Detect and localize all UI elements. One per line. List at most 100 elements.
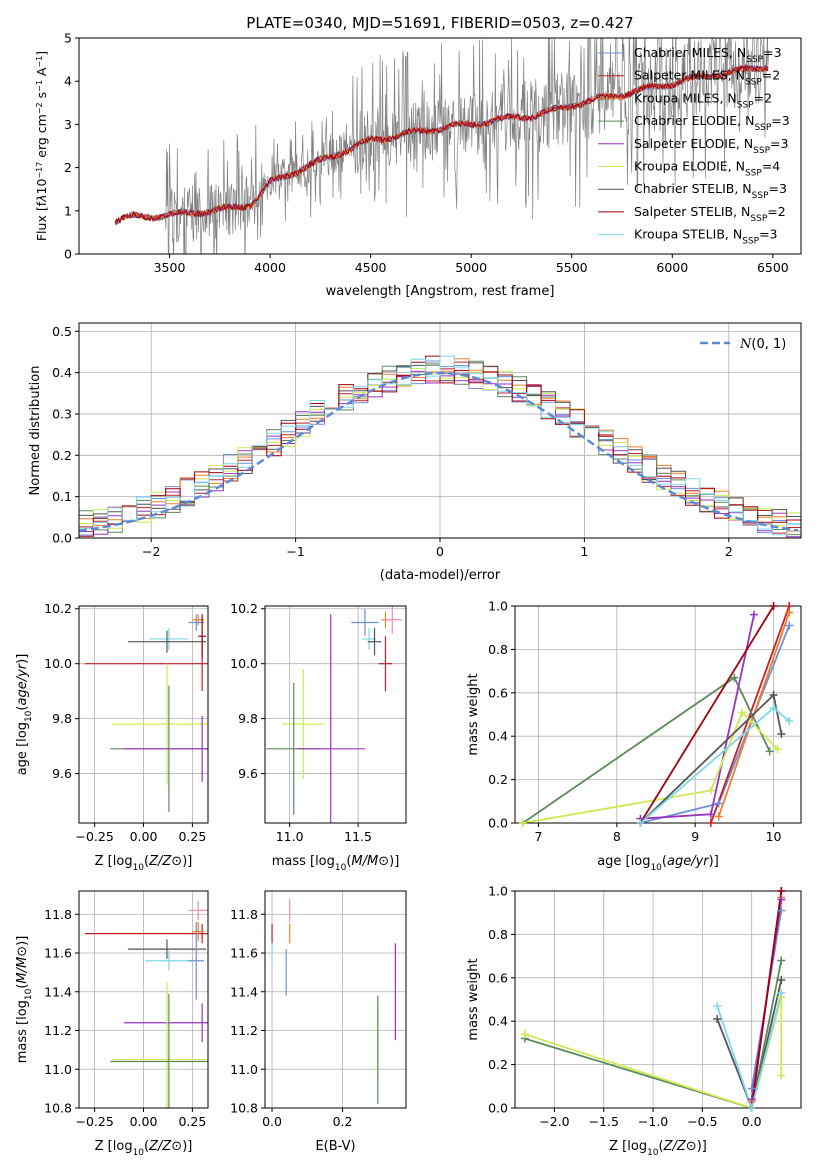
mass-ebv-x-label: E(B-V) — [315, 1139, 355, 1154]
x-tick-label: 4000 — [254, 260, 286, 275]
legend-part: N — [739, 337, 752, 352]
weight-marker — [520, 1030, 529, 1039]
y-tick-label: 11.4 — [44, 984, 72, 999]
x-tick-label: −0.25 — [75, 829, 113, 844]
x-tick-label: 5000 — [455, 260, 487, 275]
label-part: ( — [15, 984, 30, 989]
label-part: age/yr — [15, 662, 30, 705]
y-tick-label: 11.0 — [230, 1062, 258, 1077]
y-tick-label: 0.5 — [52, 324, 72, 339]
residuals-x-label: (data-model)/error — [380, 568, 501, 583]
y-tick-label: 0.0 — [488, 1101, 508, 1116]
mass_vs_Z-plot-area — [84, 900, 208, 1108]
weight-marker — [777, 988, 786, 997]
y-tick-label: 0.6 — [488, 970, 508, 985]
normal-curve-line — [79, 371, 799, 533]
weight-marker — [769, 602, 778, 610]
weight-marker — [518, 819, 527, 827]
weight-marker — [747, 1084, 756, 1093]
weight-marker — [777, 887, 786, 895]
weight_vs_Z-frame — [514, 890, 802, 1109]
weight-marker — [785, 717, 794, 726]
legend-name: Salpeter MILES, N — [634, 68, 745, 83]
mass_vs_Z-axes: −0.25 0.00 0.25 10.8 11.0 11.2 11.4 11.6 11.8 — [44, 890, 209, 1129]
label-part: ( — [144, 854, 149, 869]
label-part: M/M⊙ — [351, 854, 389, 869]
x-tick-label: 0.00 — [130, 1114, 158, 1129]
y-tick-label: 2 — [64, 160, 72, 175]
weight-line-kroupa-stelib — [639, 706, 790, 823]
y-tick-label: 0.4 — [488, 729, 508, 744]
x-tick-label: 0.0 — [742, 1114, 762, 1129]
legend-val: =2 — [762, 68, 780, 83]
weight-marker — [785, 608, 794, 617]
weight-line-salpeter-miles — [710, 606, 791, 823]
label-part: 10 — [335, 863, 347, 873]
legend-val: =3 — [771, 113, 789, 128]
legend-name: Chabrier ELODIE, N — [634, 113, 754, 128]
legend-val: =3 — [763, 45, 781, 60]
y-tick-label: 0.2 — [52, 448, 72, 463]
age_vs_mass-plot-area — [266, 606, 402, 823]
weight-marker — [777, 956, 786, 965]
label-part: 10 — [647, 1148, 659, 1158]
legend-sub: SSP — [737, 100, 754, 110]
y-tick-label: 11.2 — [44, 1023, 72, 1038]
x-tick-label: −1.5 — [589, 1114, 619, 1129]
age_vs_Z-grid — [79, 606, 208, 823]
y-tick-label: 9.8 — [52, 711, 72, 726]
legend-name: Kroupa STELIB, N — [634, 227, 742, 242]
legend-entry: Chabrier ELODIE, NSSP=3 — [634, 113, 790, 133]
spectrum-y-label: Flux [fλ10−17 erg cm−2 s−1 A−1] — [34, 51, 49, 241]
label-part: ( — [144, 1139, 149, 1154]
x-tick-label: 5500 — [556, 260, 588, 275]
legend-sub: SSP — [752, 191, 769, 201]
mass_vs_Z-grid — [79, 891, 208, 1109]
age_vs_Z-axes: −0.25 0.00 0.25 9.6 9.8 10.0 10.2 — [44, 601, 209, 844]
y-tick-label: 11.2 — [230, 1023, 258, 1038]
x-tick-label: 0.00 — [130, 829, 158, 844]
spectrum-axes: 3500 4000 4500 5000 5500 6000 6500 0 1 2 3 4 5 — [64, 31, 802, 275]
age_vs_mass-panel: 11.0 11.5 9.6 9.8 10.0 10.2 mass [log10(M/M⊙)] — [230, 601, 407, 873]
legend-entry: Kroupa MILES, NSSP=2 — [634, 90, 772, 110]
mass_vs_ebv-grid — [265, 891, 406, 1109]
weight_vs_Z-plot-area — [524, 891, 783, 1108]
weight-line-salpeter-stelib — [639, 606, 775, 823]
weight-line-chabrier-elodie — [524, 960, 783, 1108]
y-tick-label: 1.0 — [488, 884, 508, 899]
y-tick-label: 0.2 — [488, 1057, 508, 1072]
label-part: M/M⊙ — [15, 946, 30, 984]
x-tick-label: 3500 — [154, 260, 186, 275]
label-part: Z/Z⊙ — [148, 854, 182, 869]
legend-sub: SSP — [754, 123, 771, 133]
label-part: ( — [346, 854, 351, 869]
weight-marker — [749, 610, 758, 619]
y-tick-label: 11.6 — [230, 946, 258, 961]
label-part: )] — [15, 654, 30, 664]
age_vs_mass-frame — [264, 605, 407, 824]
y-tick-label: 10.8 — [44, 1101, 72, 1116]
legend-entry: Kroupa ELODIE, NSSP=4 — [634, 159, 780, 179]
legend-entry: Salpeter ELODIE, NSSP=3 — [634, 136, 788, 156]
y-tick-label: 11.8 — [44, 907, 72, 922]
y-tick-label: 10.8 — [230, 1101, 258, 1116]
weight_vs_age-axes: 7 8 9 10 0.0 0.2 0.4 0.6 0.8 1.0 — [488, 599, 802, 844]
legend-normal-label: N(0, 1) — [739, 337, 786, 352]
weight-marker — [636, 819, 645, 827]
x-tick-label: 11.5 — [344, 829, 372, 844]
legend-name: Kroupa MILES, N — [634, 90, 737, 105]
y-tick-label: 0.2 — [488, 772, 508, 787]
x-tick-label: −1.0 — [638, 1114, 668, 1129]
mass_vs_ebv-axes: 0.0 0.2 10.8 11.0 11.2 11.4 11.6 11.8 — [230, 890, 407, 1129]
weight-marker — [713, 1015, 722, 1024]
y-tick-label: 0 — [64, 247, 72, 262]
weight-marker — [765, 747, 774, 756]
y-tick-label: 0.3 — [52, 406, 72, 421]
label-part: )] — [709, 854, 719, 869]
x-tick-label: 0 — [436, 544, 444, 559]
legend-val: =3 — [769, 181, 787, 196]
spectrum-frame — [78, 37, 802, 255]
legend-name: Salpeter STELIB, N — [634, 204, 750, 219]
